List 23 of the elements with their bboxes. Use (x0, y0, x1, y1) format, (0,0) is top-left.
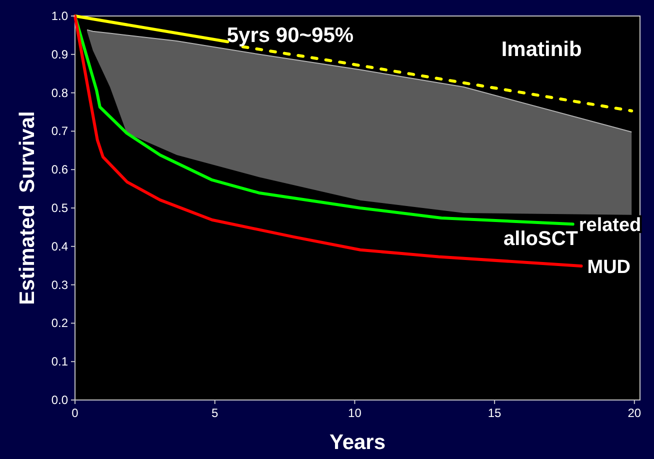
y-tick-label: 0.1 (51, 354, 68, 369)
x-tick-label: 10 (348, 406, 362, 420)
annotation: 5yrs 90~95% (226, 24, 354, 48)
y-tick-label: 0.9 (51, 47, 68, 62)
y-tick-label: 0.7 (51, 124, 68, 138)
y-tick-label: 1.0 (51, 9, 68, 23)
x-tick-label: 20 (628, 406, 642, 420)
y-tick-label: 0.0 (51, 393, 68, 407)
y-tick-label: 0.5 (51, 201, 68, 215)
x-axis-title: Years (329, 431, 386, 454)
series-label: Imatinib (501, 38, 582, 61)
series-label: MUD (587, 256, 631, 278)
x-tick-label: 15 (488, 406, 502, 420)
x-tick-label: 0 (72, 406, 79, 420)
x-tick-label: 5 (212, 406, 219, 420)
y-tick-label: 0.2 (51, 316, 68, 330)
y-tick-label: 0.4 (51, 239, 68, 254)
y-tick-label: 0.3 (51, 278, 68, 292)
line-series (86, 29, 632, 132)
annotation: alloSCT (504, 228, 578, 250)
y-axis-title: Estimated Survival (16, 111, 39, 305)
y-tick-label: 0.6 (51, 162, 68, 177)
y-tick-label: 0.8 (51, 86, 68, 100)
